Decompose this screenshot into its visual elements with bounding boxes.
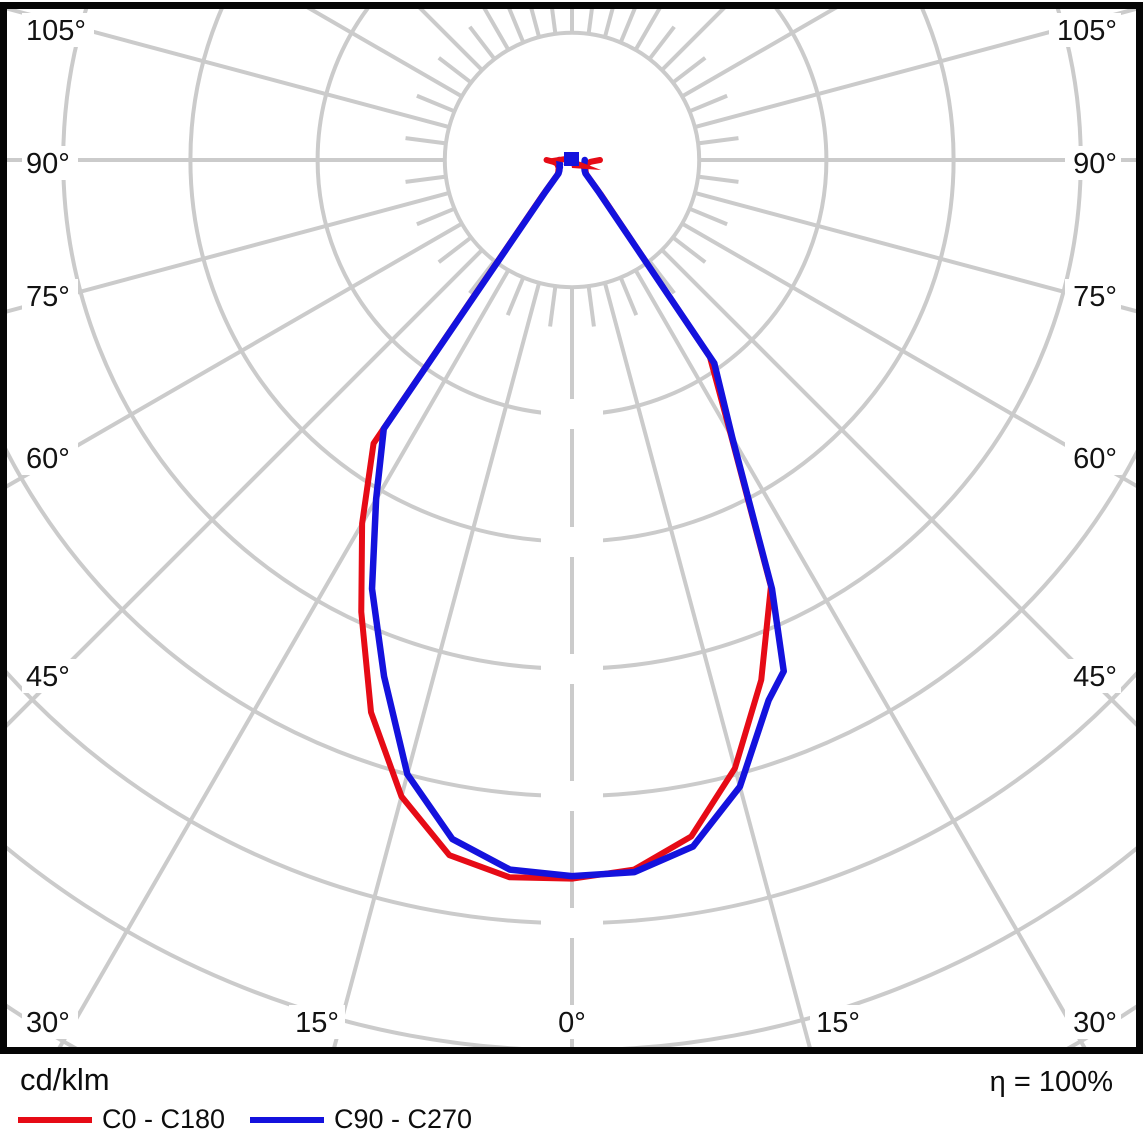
angle-label-box: [22, 441, 78, 475]
grid-spoke: [681, 221, 1136, 488]
angle-label: 75°: [1073, 281, 1117, 313]
grid-minor-tick: [671, 56, 707, 85]
angle-label: 60°: [1073, 443, 1117, 475]
ring-value-label-box: [541, 908, 603, 938]
grid-spoke: [7, 9, 450, 130]
grid-minor-tick: [550, 9, 558, 35]
grid-minor-tick: [697, 174, 739, 184]
angle-label-box: [1065, 441, 1121, 475]
angle-label-box: [22, 659, 78, 693]
angle-label-box: [22, 279, 78, 313]
chart-frame: [0, 2, 1143, 1054]
efficiency-label: η = 100%: [989, 1066, 1113, 1098]
grid-minor-tick: [505, 276, 526, 316]
curve-c0-c180: [358, 157, 774, 882]
angle-label: 105°: [26, 15, 86, 47]
grid-spoke: [331, 282, 542, 1049]
grid-spoke: [56, 269, 511, 1049]
angle-label-box: [22, 146, 78, 180]
angle-label: 45°: [1073, 661, 1117, 693]
angle-label-box: [22, 13, 94, 47]
unit-label: cd/klm: [20, 1062, 110, 1097]
grid-spoke: [7, 221, 463, 489]
legend-label: C0 - C180: [102, 1104, 226, 1134]
ring-value-label-box: [541, 527, 603, 557]
grid-minor-tick: [697, 136, 739, 146]
angle-label: 75°: [26, 281, 70, 313]
angle-label-box: [1065, 1005, 1121, 1039]
grid-minor-tick: [618, 276, 639, 316]
grid-minor-tick: [647, 259, 676, 295]
angle-label: 60°: [26, 443, 70, 475]
grid-minor-tick: [647, 25, 676, 61]
grid-minor-tick: [671, 235, 707, 264]
grid-minor-tick: [586, 9, 594, 35]
angle-label: 15°: [816, 1007, 860, 1039]
angle-label: 90°: [1073, 148, 1117, 180]
grid-minor-tick: [437, 235, 473, 264]
ring-value-label-box: [541, 781, 603, 811]
angle-label: 0°: [558, 1007, 586, 1039]
angle-label: 30°: [1073, 1007, 1117, 1039]
grid-minor-tick: [468, 259, 497, 295]
angle-label-box: [1065, 279, 1121, 313]
grid-spoke: [7, 190, 450, 314]
legend-item-c0-c180: C0 - C180: [18, 1104, 225, 1135]
legend-swatch-red: [18, 1116, 92, 1123]
grid-minor-tick: [548, 285, 558, 327]
grid-minor-tick: [416, 206, 456, 227]
legend-label: C90 - C270: [334, 1104, 473, 1134]
angle-label: 105°: [1057, 15, 1117, 47]
angle-label-box: [810, 1005, 866, 1039]
grid-minor-tick: [507, 9, 526, 44]
grid-minor-tick: [688, 93, 728, 114]
peak-square-blue: [564, 152, 579, 166]
grid-minor-tick: [688, 206, 728, 227]
grid-minor-tick: [618, 9, 637, 44]
grid-minor-tick: [405, 174, 447, 184]
grid-minor-tick: [416, 93, 456, 114]
grid-minor-tick: [468, 25, 497, 61]
grid-spoke: [694, 9, 1136, 130]
legend-item-c90-c270: C90 - C270: [250, 1104, 472, 1135]
grid-minor-tick: [405, 136, 447, 146]
grid-spoke: [660, 248, 1136, 727]
angle-label-box: [22, 1005, 78, 1039]
ring-value-label-box: [541, 654, 603, 684]
legend-swatch-blue: [250, 1116, 324, 1123]
grid-minor-tick: [586, 285, 596, 327]
angle-label-box: [552, 1005, 592, 1039]
grid-spoke: [7, 248, 484, 728]
angle-label: 90°: [26, 148, 70, 180]
angle-label: 15°: [295, 1007, 339, 1039]
angle-label-box: [289, 1005, 345, 1039]
grid-spoke: [602, 282, 813, 1049]
grid-spoke: [694, 190, 1136, 314]
grid-minor-tick: [437, 56, 473, 85]
angle-label-box: [1065, 146, 1121, 180]
angle-label: 45°: [26, 661, 70, 693]
ring-value-label-box: [541, 399, 603, 429]
angle-label-box: [1065, 659, 1121, 693]
angle-label: 30°: [26, 1007, 70, 1039]
curve-c90-c270: [368, 156, 787, 880]
angle-label-box: [1049, 13, 1121, 47]
